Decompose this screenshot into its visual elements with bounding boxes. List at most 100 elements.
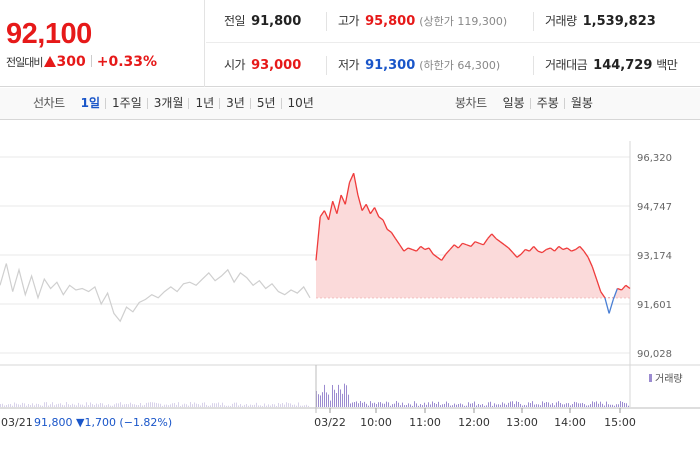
volume-bar (532, 401, 533, 407)
today-line-segment (571, 248, 576, 252)
volume-value: 1,539,823 (582, 14, 656, 29)
tab-weekly-candle[interactable]: 주봉 (529, 88, 565, 119)
volume-bar (126, 404, 127, 407)
volume-label: 거래량 (545, 14, 577, 28)
tab-10-years[interactable]: 10년 (280, 88, 320, 119)
volume-bar (282, 403, 283, 407)
volume-bar (542, 401, 543, 407)
volume-bar (604, 405, 605, 407)
volume-bar (332, 385, 333, 407)
volume-bar (124, 404, 125, 407)
volume-bar (110, 405, 111, 407)
x-tick-label: 14:00 (554, 416, 586, 429)
today-line-segment (591, 266, 598, 280)
y-tick-label: 91,601 (637, 300, 672, 311)
volume-bar (582, 402, 583, 407)
volume-bar (16, 403, 17, 407)
volume-bar (148, 402, 149, 407)
volume-bar (576, 402, 577, 407)
today-line-segment (332, 200, 338, 214)
today-line-segment (390, 232, 397, 239)
volume-bar (280, 404, 281, 407)
volume-bar (258, 405, 259, 407)
tab-1-day[interactable]: 1일 (80, 96, 101, 110)
tab-daily-candle[interactable]: 일봉 (502, 96, 525, 110)
volume-bar (454, 403, 455, 407)
volume-bar (324, 384, 325, 407)
volume-bar (68, 404, 69, 407)
today-line-segment (491, 233, 497, 240)
volume-bar (578, 403, 579, 407)
volume-bar (562, 404, 563, 407)
volume-bar (176, 404, 177, 407)
volume-bar (194, 402, 195, 407)
volume-bar (328, 394, 329, 407)
volume-bar (558, 401, 559, 407)
volume-bar (116, 403, 117, 407)
today-line-segment (365, 204, 371, 214)
volume-bar (6, 405, 7, 407)
tab-5-years[interactable]: 5년 (249, 88, 282, 119)
volume-bar (536, 404, 537, 407)
volume-bar (306, 404, 307, 407)
today-line-segment (361, 203, 367, 211)
volume-bar (330, 400, 331, 407)
today-line-segment (441, 253, 447, 261)
volume-bar (296, 405, 297, 407)
volume-bar (334, 389, 335, 407)
volume-bar (522, 405, 523, 407)
open-stat: 시가 93,000 (224, 44, 301, 87)
volume-bar (204, 402, 205, 407)
volume-bar (76, 405, 77, 407)
volume-bar (386, 401, 387, 407)
volume-bar (370, 401, 371, 407)
today-line-segment (529, 245, 535, 252)
volume-bar (270, 405, 271, 407)
volume-bar (442, 404, 443, 407)
volume-bar (56, 404, 57, 407)
volume-bar (38, 404, 39, 407)
tab-monthly-candle[interactable]: 월봉 (563, 88, 599, 119)
volume-bar (570, 405, 571, 407)
volume-bar (160, 403, 161, 407)
volume-bar (482, 404, 483, 407)
today-line-segment (495, 238, 501, 243)
y-tick-label: 93,174 (637, 251, 672, 262)
volume-bar (22, 402, 23, 407)
volume-bar (18, 404, 19, 407)
chart-canvas[interactable]: 96,320 94,747 93,174 91,601 90,028 거래량 03/22 10… (0, 121, 700, 450)
up-triangle-icon (44, 56, 57, 67)
today-line-segment (428, 247, 434, 255)
volume-bar (348, 394, 349, 407)
volume-bar (84, 405, 85, 407)
volume-bar (230, 405, 231, 407)
today-line-segment (604, 297, 610, 314)
volume-bar (46, 402, 47, 407)
volume-bar (190, 402, 191, 407)
intraday-chart[interactable]: 96,320 94,747 93,174 91,601 90,028 거래량 03/22 10… (0, 121, 700, 450)
volume-bar (290, 403, 291, 407)
volume-bar (82, 404, 83, 407)
volume-bar (550, 404, 551, 407)
today-line-segment (437, 256, 442, 261)
volume-bar (52, 402, 53, 407)
volume-bar (8, 404, 9, 407)
volume-bar (242, 405, 243, 407)
volume-bar (200, 405, 201, 407)
today-line-segment (474, 241, 480, 244)
volume-bar (162, 405, 163, 407)
volume-bar (88, 405, 89, 407)
volume-bar (236, 402, 237, 407)
volume-bar (104, 405, 105, 407)
tab-1-year[interactable]: 1년 (188, 88, 220, 119)
today-line-segment (470, 241, 476, 247)
tab-3-years[interactable]: 3년 (219, 88, 251, 119)
volume-bar (30, 405, 31, 407)
tab-3-months[interactable]: 3개월 (146, 88, 190, 119)
volume-bar (94, 405, 95, 407)
volume-bar (140, 403, 141, 407)
volume-bar (374, 402, 375, 407)
tab-1-week[interactable]: 1주일 (105, 88, 148, 119)
low-stat: 저가 91,300 (하한가 64,300) (338, 44, 500, 87)
x-tick-label: 11:00 (409, 416, 441, 429)
